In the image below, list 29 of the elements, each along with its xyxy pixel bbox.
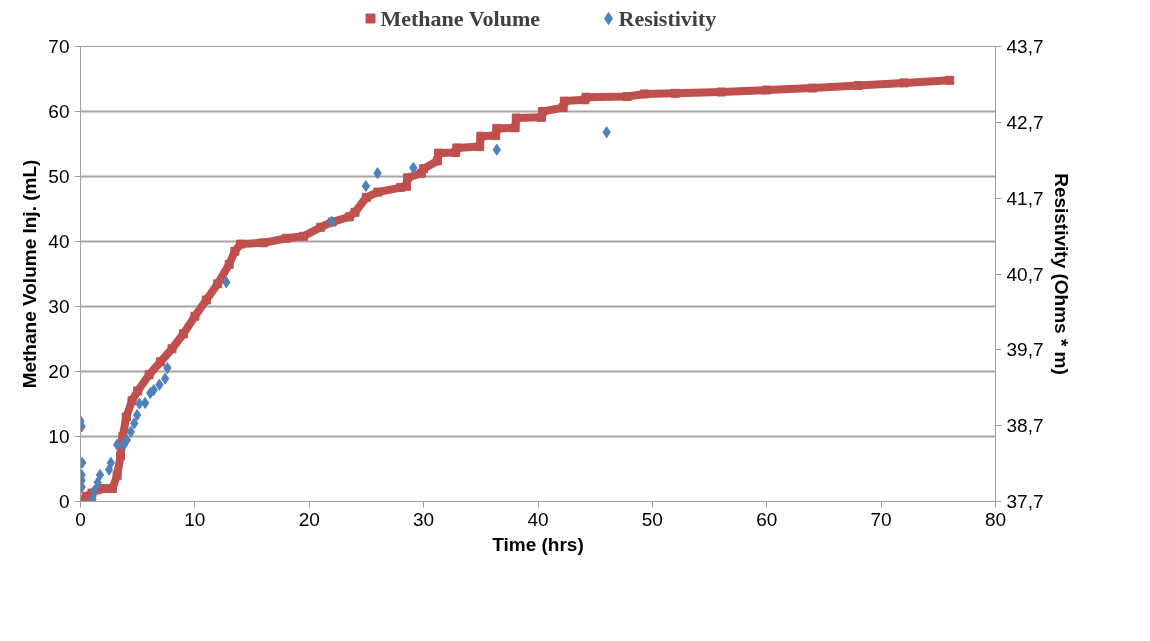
y2-tick-label: 42,7 bbox=[1006, 111, 1044, 133]
x-tick-label: 20 bbox=[298, 508, 320, 530]
y-tick-label: 0 bbox=[58, 491, 70, 512]
x-tick-label: 10 bbox=[184, 508, 206, 530]
y-tick-label: 40 bbox=[48, 231, 70, 252]
x-tick-label: 70 bbox=[870, 508, 892, 530]
y-tick-label: 50 bbox=[48, 166, 70, 187]
y-tick-label: 70 bbox=[48, 36, 70, 57]
y2-axis-title: Resistivity (Ohms * m) bbox=[1051, 173, 1073, 375]
x-tick-label: 80 bbox=[984, 508, 1007, 530]
y-tick-label: 30 bbox=[48, 296, 70, 317]
x-tick-label: 40 bbox=[527, 508, 549, 530]
y2-tick-label: 40,7 bbox=[1006, 263, 1044, 285]
x-tick-label: 0 bbox=[75, 508, 86, 530]
legend-label: Methane Volume bbox=[380, 6, 541, 31]
x-tick-label: 30 bbox=[413, 508, 435, 530]
x-axis-title: Time (hrs) bbox=[492, 533, 584, 555]
y2-tick-label: 39,7 bbox=[1006, 339, 1044, 361]
y-tick-label: 20 bbox=[48, 361, 70, 382]
x-tick-label: 60 bbox=[756, 508, 778, 530]
y-tick-label: 60 bbox=[48, 101, 70, 122]
y-axis-title: Methane Volume Inj. (mL) bbox=[19, 159, 41, 389]
y-tick-label: 10 bbox=[48, 426, 70, 447]
y2-tick-label: 38,7 bbox=[1006, 415, 1044, 437]
legend-label: Resistivity bbox=[618, 6, 717, 31]
x-tick-label: 50 bbox=[641, 508, 663, 530]
y2-tick-label: 37,7 bbox=[1006, 491, 1044, 512]
y2-tick-label: 41,7 bbox=[1006, 187, 1044, 209]
y2-tick-label: 43,7 bbox=[1006, 36, 1044, 57]
